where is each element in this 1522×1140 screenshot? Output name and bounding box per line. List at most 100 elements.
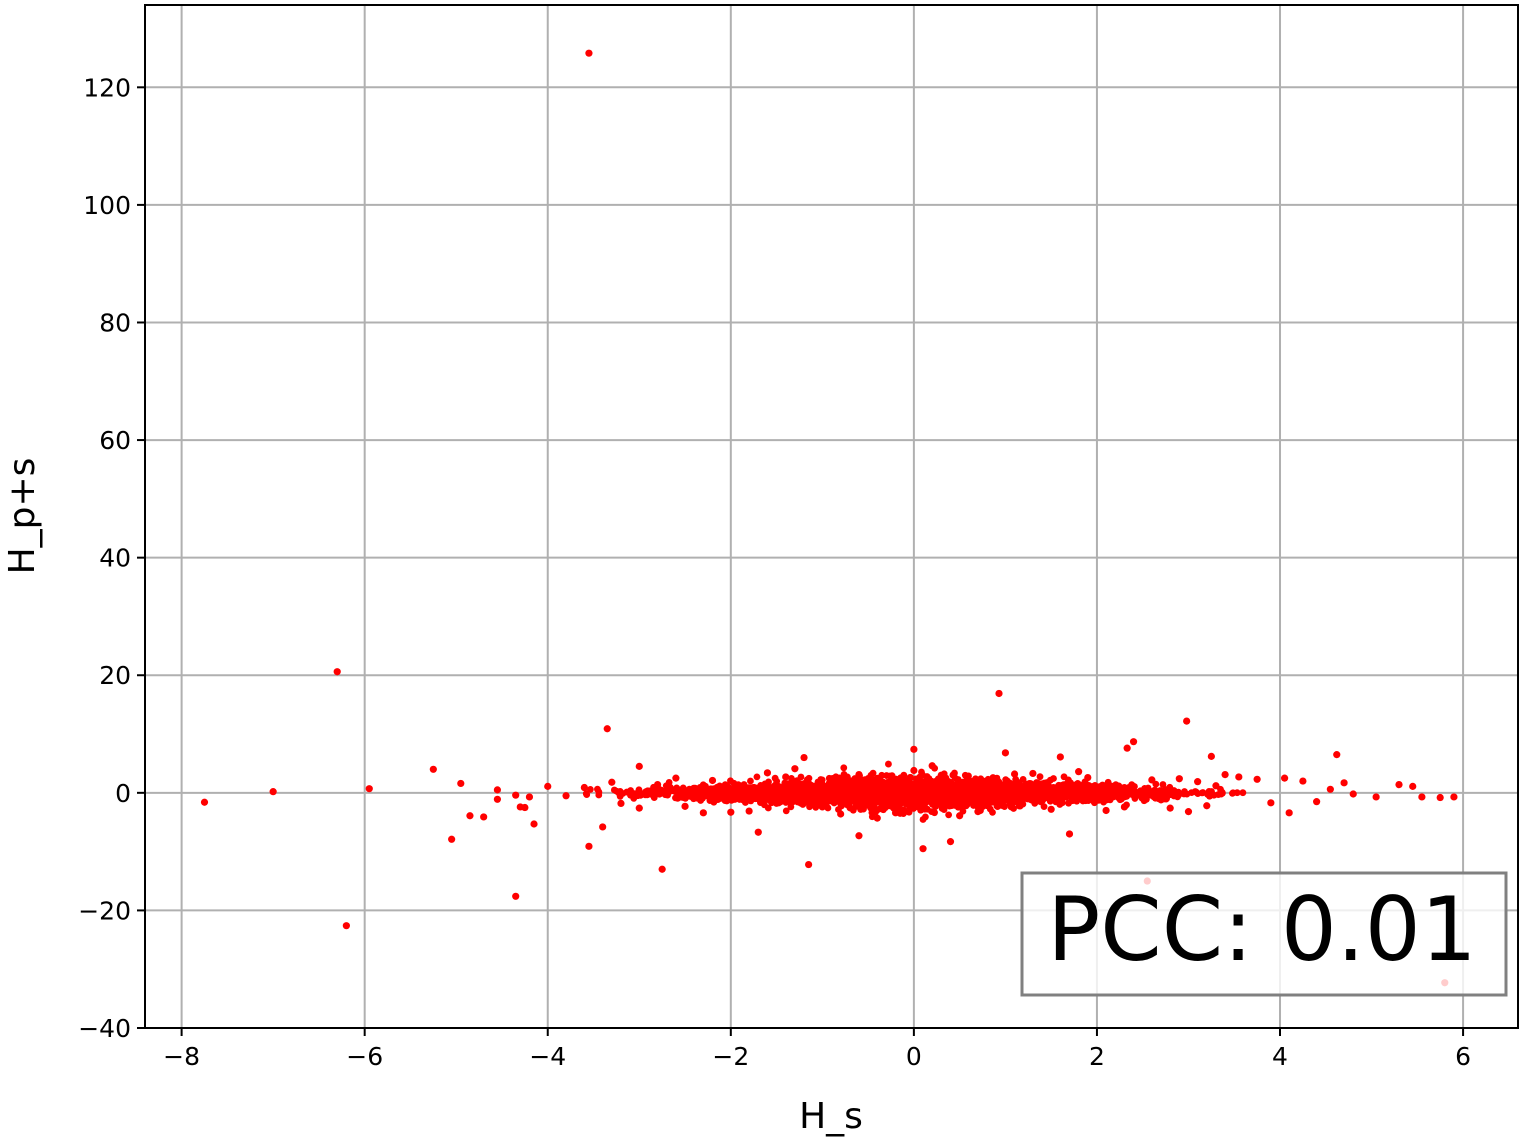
data-point (724, 793, 732, 801)
data-point (1103, 787, 1111, 795)
data-point (977, 797, 985, 805)
x-tick-label: −8 (163, 1042, 200, 1071)
data-point (585, 49, 593, 57)
data-point (966, 793, 974, 801)
data-point (919, 771, 926, 779)
data-point (1084, 783, 1091, 791)
data-point (1239, 789, 1247, 797)
data-point (512, 892, 520, 900)
data-point (968, 780, 975, 788)
data-point (993, 774, 1001, 782)
data-point (782, 773, 790, 781)
data-point (1299, 777, 1307, 785)
data-point (978, 792, 986, 799)
data-point (1065, 799, 1072, 807)
data-point (1115, 786, 1123, 793)
data-point (1198, 789, 1206, 797)
data-point (853, 794, 861, 802)
data-point (727, 808, 735, 816)
data-point (886, 778, 894, 786)
data-point (493, 795, 502, 803)
data-point (1106, 796, 1114, 804)
data-point (844, 774, 851, 782)
data-point (1064, 776, 1072, 784)
data-point (878, 782, 885, 790)
data-point (1326, 785, 1334, 793)
data-point (696, 786, 704, 794)
data-point (1207, 752, 1215, 760)
y-tick-label: 100 (83, 191, 131, 220)
data-point (1056, 753, 1064, 761)
data-point (1036, 773, 1044, 781)
data-point (641, 789, 649, 797)
data-point (1004, 777, 1011, 785)
data-point (753, 773, 761, 781)
data-point (530, 820, 538, 828)
x-tick-label: 2 (1089, 1042, 1105, 1071)
data-point (818, 803, 826, 811)
data-point (657, 786, 665, 794)
data-point (672, 774, 680, 782)
data-point (512, 791, 520, 799)
data-point (891, 782, 898, 790)
data-point (956, 812, 964, 820)
data-point (1169, 788, 1177, 796)
y-tick-label: 120 (83, 73, 131, 102)
data-point (1418, 793, 1426, 801)
data-point (786, 797, 794, 805)
data-point (1022, 784, 1029, 792)
data-point (940, 806, 948, 813)
data-point (921, 796, 929, 804)
data-point (917, 806, 925, 814)
data-point (1109, 788, 1117, 796)
data-point (685, 792, 692, 800)
data-point (429, 765, 437, 773)
data-point (745, 807, 753, 815)
data-point (839, 794, 846, 802)
data-point (448, 835, 456, 843)
data-point (1100, 798, 1107, 806)
data-point (881, 795, 889, 803)
data-point (627, 791, 634, 799)
data-point (1285, 809, 1293, 817)
data-point (457, 779, 465, 788)
data-point (1013, 787, 1021, 794)
data-point (941, 778, 949, 786)
data-point (1041, 787, 1048, 795)
data-point (775, 791, 782, 799)
data-point (784, 791, 792, 799)
data-point (653, 780, 662, 789)
data-point (1029, 786, 1037, 793)
data-point (1221, 771, 1229, 779)
data-point (1016, 781, 1024, 789)
data-point (269, 788, 277, 796)
data-point (983, 788, 990, 796)
y-tick-label: 60 (99, 426, 131, 455)
data-point (805, 774, 813, 782)
data-point (825, 788, 833, 795)
data-point (1046, 787, 1053, 794)
y-axis-ticks: −40 −20 0 20 40 60 80 100 120 (78, 73, 145, 1043)
y-axis-label: H_p+s (2, 458, 43, 575)
data-point (763, 769, 772, 777)
data-point (749, 784, 757, 791)
data-point (754, 788, 761, 796)
data-point (1148, 776, 1156, 784)
data-point (466, 812, 474, 820)
data-point (997, 790, 1005, 798)
data-point (608, 778, 616, 786)
data-point (1166, 804, 1174, 812)
data-point (882, 790, 890, 798)
data-point (967, 787, 975, 795)
data-point (525, 793, 534, 801)
data-point (585, 842, 593, 850)
data-point (1194, 778, 1202, 786)
data-point (1191, 788, 1199, 795)
data-point (793, 797, 801, 805)
data-point (1150, 790, 1158, 798)
x-tick-label: −4 (529, 1042, 566, 1071)
data-point (672, 794, 679, 802)
data-point (994, 803, 1001, 810)
data-point (919, 845, 927, 853)
data-point (873, 775, 881, 783)
